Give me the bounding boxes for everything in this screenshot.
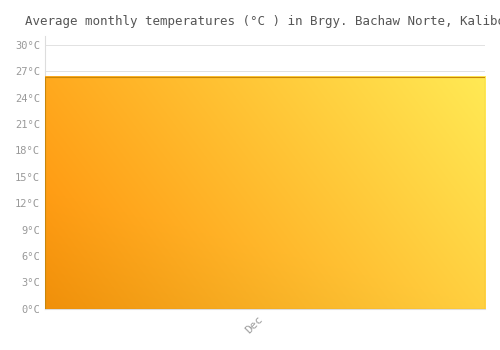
Title: Average monthly temperatures (°C ) in Brgy. Bachaw Norte, Kalibo: Average monthly temperatures (°C ) in Br… [25,15,500,28]
Bar [45,77,485,309]
